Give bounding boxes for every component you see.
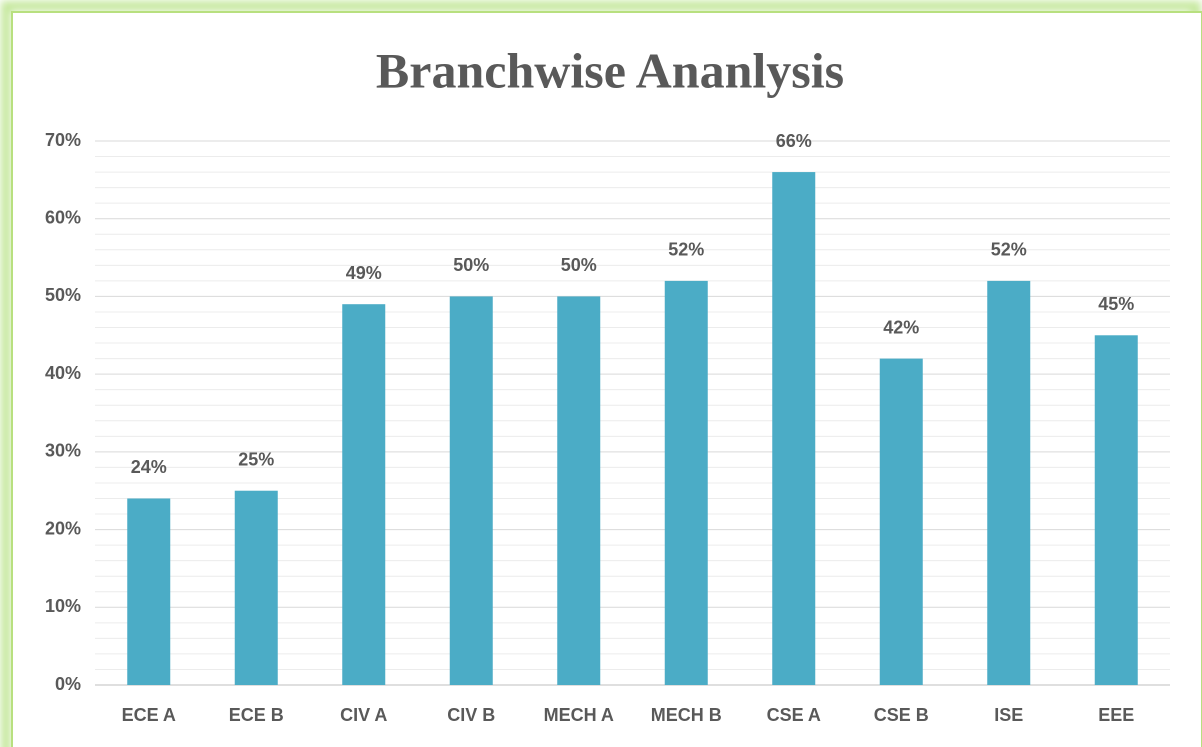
- bar: [234, 490, 278, 685]
- x-tick-label: CIV B: [447, 705, 495, 725]
- bar: [127, 498, 171, 685]
- x-tick-label: ISE: [994, 705, 1023, 725]
- y-tick-label: 10%: [45, 596, 81, 616]
- data-label: 42%: [883, 317, 919, 337]
- x-tick-label: CSE B: [874, 705, 929, 725]
- data-label: 52%: [991, 240, 1027, 260]
- y-tick-label: 0%: [55, 674, 81, 694]
- bar: [449, 296, 493, 685]
- bar: [772, 172, 816, 686]
- y-tick-label: 60%: [45, 207, 81, 227]
- chart-title: Branchwise Ananlysis: [376, 42, 844, 98]
- data-label: 50%: [453, 255, 489, 275]
- bar: [1094, 335, 1138, 685]
- y-tick-label: 30%: [45, 441, 81, 461]
- x-tick-label: ECE B: [229, 705, 284, 725]
- bar: [664, 280, 708, 685]
- data-label: 52%: [668, 240, 704, 260]
- x-tick-label: CSE A: [767, 705, 821, 725]
- x-tick-label: ECE A: [122, 705, 176, 725]
- data-label: 66%: [776, 131, 812, 151]
- x-tick-label: MECH B: [651, 705, 722, 725]
- bar: [879, 358, 923, 685]
- bar: [557, 296, 601, 685]
- data-label: 25%: [238, 449, 274, 469]
- x-tick-label: CIV A: [340, 705, 387, 725]
- data-label: 45%: [1098, 294, 1134, 314]
- x-tick-label: MECH A: [544, 705, 614, 725]
- x-tick-label: EEE: [1098, 705, 1134, 725]
- bar: [342, 304, 386, 685]
- y-tick-label: 40%: [45, 363, 81, 383]
- data-label: 24%: [131, 457, 167, 477]
- y-tick-label: 50%: [45, 285, 81, 305]
- y-tick-label: 20%: [45, 518, 81, 538]
- y-tick-label: 70%: [45, 130, 81, 150]
- bar: [987, 280, 1031, 685]
- data-label: 49%: [346, 263, 382, 283]
- data-label: 50%: [561, 255, 597, 275]
